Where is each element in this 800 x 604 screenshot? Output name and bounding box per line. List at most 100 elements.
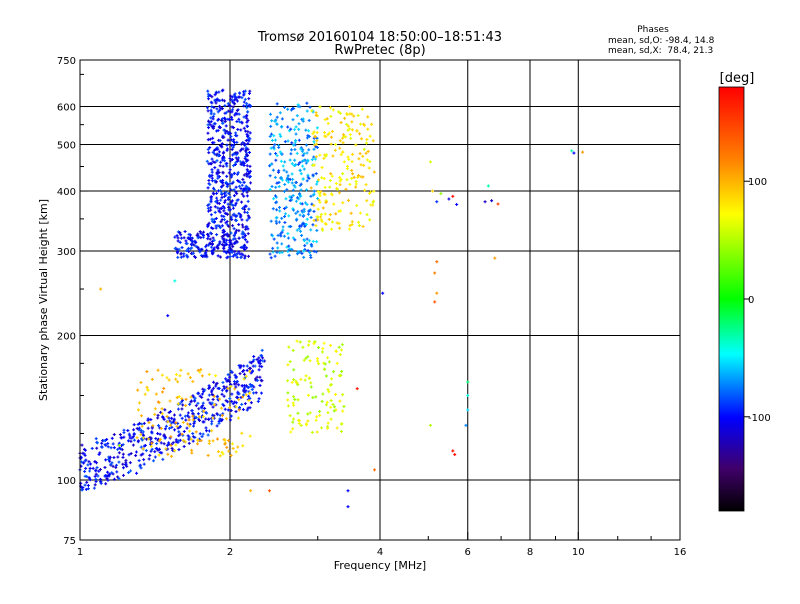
data-point [237, 398, 241, 402]
data-point [291, 177, 295, 181]
data-point [305, 188, 309, 192]
data-point [285, 170, 289, 174]
data-point [306, 412, 310, 416]
data-point [291, 348, 295, 352]
data-point [211, 117, 215, 121]
data-point [287, 345, 291, 349]
data-point [298, 340, 302, 344]
data-point [316, 218, 320, 222]
data-point [239, 365, 243, 369]
data-point [105, 477, 109, 481]
data-point [81, 486, 85, 490]
data-point [283, 221, 287, 225]
data-point [284, 197, 288, 201]
data-point [252, 355, 256, 359]
data-point [222, 234, 226, 238]
data-point [234, 405, 238, 409]
data-point [307, 148, 311, 152]
data-point [117, 476, 121, 480]
data-point [166, 420, 170, 424]
data-point [289, 152, 293, 156]
data-point [222, 404, 226, 408]
data-point [207, 151, 211, 155]
data-point [244, 393, 248, 397]
data-point [228, 255, 232, 259]
data-point [212, 148, 216, 152]
data-point [185, 242, 189, 246]
data-point [241, 395, 245, 399]
data-point [230, 125, 234, 129]
data-point [298, 194, 302, 198]
data-point [98, 451, 102, 455]
data-point [103, 474, 107, 478]
data-point [326, 356, 330, 360]
data-point [176, 439, 180, 443]
data-point [220, 218, 224, 222]
data-point [246, 147, 250, 151]
data-point [214, 216, 218, 220]
data-point [183, 229, 187, 233]
data-point [164, 424, 168, 428]
data-point [132, 432, 136, 436]
data-point [280, 250, 284, 254]
data-point [286, 139, 290, 143]
data-point [83, 459, 87, 463]
data-point [229, 134, 233, 138]
data-point [206, 92, 210, 96]
data-point [241, 408, 245, 412]
data-point [121, 452, 125, 456]
data-point [330, 129, 334, 133]
data-point [205, 159, 209, 163]
data-point [200, 374, 204, 378]
data-point [258, 384, 262, 388]
data-point [167, 441, 171, 445]
data-point [109, 462, 113, 466]
data-point [348, 182, 352, 186]
data-point [272, 197, 276, 201]
data-point [84, 466, 88, 470]
data-point [114, 465, 118, 469]
data-point [258, 362, 262, 366]
data-point [196, 438, 200, 442]
data-point [236, 416, 240, 420]
data-point [346, 124, 350, 128]
data-point [359, 163, 363, 167]
data-point [362, 147, 366, 151]
x-tick-label: 16 [674, 547, 687, 558]
chart-subtitle: RwPretec (8p) [334, 43, 425, 58]
data-point [212, 238, 216, 242]
data-point [211, 179, 214, 183]
data-point [212, 125, 216, 129]
data-point [239, 162, 243, 166]
data-point [194, 240, 198, 244]
data-point [355, 129, 359, 133]
data-point [243, 187, 247, 191]
data-point [240, 218, 244, 222]
data-point [307, 129, 311, 133]
data-point [466, 394, 470, 398]
data-point [291, 401, 295, 405]
data-point [209, 108, 213, 112]
data-point [243, 210, 247, 214]
data-point [268, 112, 272, 116]
data-point [283, 140, 287, 144]
data-point [268, 134, 272, 138]
data-point [348, 133, 352, 137]
data-point [175, 424, 179, 428]
data-point [136, 408, 140, 412]
data-point [344, 187, 348, 191]
data-point [581, 150, 585, 154]
data-point [287, 129, 291, 133]
data-point [280, 117, 284, 121]
data-point [239, 142, 243, 146]
data-point [218, 164, 222, 168]
data-point [243, 248, 247, 252]
data-point [170, 454, 174, 458]
data-point [316, 207, 320, 211]
data-point [229, 414, 233, 418]
data-point [108, 455, 112, 459]
data-point [342, 160, 346, 164]
data-point [232, 233, 236, 237]
data-point [206, 119, 210, 123]
data-point [348, 224, 352, 228]
